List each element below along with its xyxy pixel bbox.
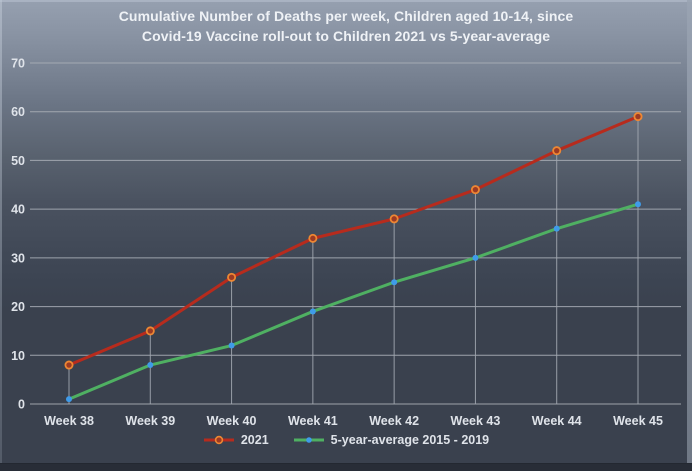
frame-edge-top	[0, 0, 692, 2]
x-tick-label-week-44: Week 44	[532, 414, 582, 428]
x-tick-label-week-45: Week 45	[613, 414, 663, 428]
legend-swatch-5-year-average-marker	[305, 437, 312, 443]
frame-edge-left	[0, 0, 2, 464]
marker-5-year-average-week-39	[147, 362, 154, 369]
marker-2021-week-38	[64, 360, 74, 370]
series-line-5-year-average	[67, 202, 640, 401]
y-tick-label-40: 40	[11, 203, 25, 217]
frame-edge-bottom	[0, 463, 692, 471]
marker-5-year-average-week-40	[228, 342, 235, 349]
marker-2021-week-44	[552, 146, 562, 156]
legend-swatch-5-year-average	[293, 437, 324, 443]
x-tick-label-week-38: Week 38	[44, 414, 94, 428]
marker-2021-week-40	[227, 272, 237, 282]
frame-edge-right	[687, 0, 692, 464]
marker-2021-week-42	[389, 214, 399, 224]
x-tick-label-week-39: Week 39	[125, 414, 175, 428]
y-tick-label-10: 10	[11, 349, 25, 363]
x-tick-label-week-41: Week 41	[288, 414, 338, 428]
marker-5-year-average-week-38	[66, 396, 72, 403]
legend-swatch-2021	[203, 435, 234, 445]
series-line-2021	[67, 115, 640, 367]
y-tick-label-0: 0	[18, 398, 25, 412]
legend-swatch-2021-marker	[214, 435, 224, 445]
x-tick-label-week-43: Week 43	[451, 414, 501, 428]
y-tick-label-60: 60	[11, 105, 25, 119]
marker-2021-week-43	[470, 185, 480, 195]
legend-label-2021: 2021	[240, 433, 269, 447]
marker-5-year-average-week-42	[391, 279, 398, 286]
marker-5-year-average-week-44	[553, 225, 560, 232]
x-tick-label-week-42: Week 42	[369, 414, 419, 428]
marker-2021-week-39	[145, 326, 155, 336]
y-tick-label-20: 20	[11, 300, 25, 314]
marker-2021-week-45	[633, 112, 643, 122]
chart-legend: 2021 5-year-average 2015 - 2019	[0, 433, 692, 447]
y-tick-label-70: 70	[11, 57, 25, 71]
chart-title-line1: Cumulative Number of Deaths per week, Ch…	[118, 8, 574, 24]
marker-2021-week-41	[308, 233, 318, 243]
y-tick-label-50: 50	[11, 154, 25, 168]
y-tick-label-30: 30	[11, 251, 25, 265]
chart-title: Cumulative Number of Deaths per week, Ch…	[0, 6, 692, 46]
marker-5-year-average-week-41	[309, 308, 316, 315]
legend-item-5-year-average: 5-year-average 2015 - 2019	[293, 433, 489, 447]
legend-label-5-year-average: 5-year-average 2015 - 2019	[330, 433, 490, 447]
chart-title-line2: Covid-19 Vaccine roll-out to Children 20…	[141, 28, 551, 44]
marker-5-year-average-week-45	[635, 201, 641, 208]
marker-5-year-average-week-43	[472, 254, 479, 261]
legend-item-2021: 2021	[203, 433, 269, 447]
x-tick-label-week-40: Week 40	[207, 414, 257, 428]
